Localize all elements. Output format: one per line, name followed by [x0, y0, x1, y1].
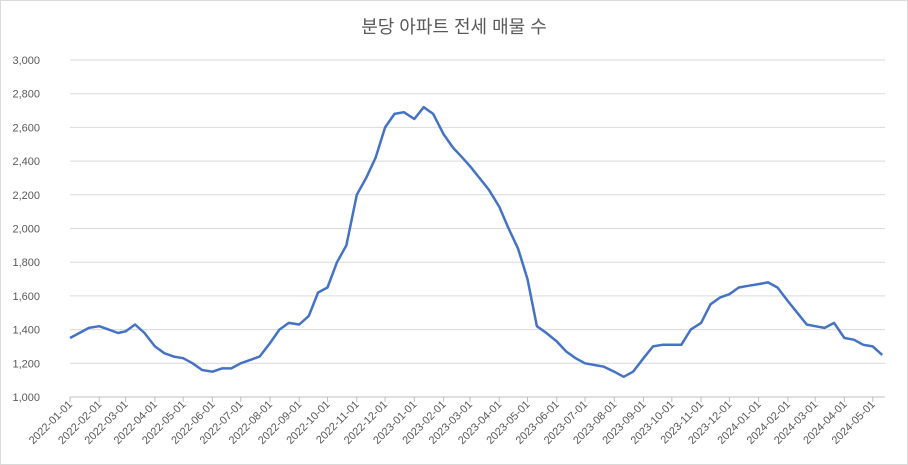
- y-tick-label: 2,600: [12, 122, 40, 134]
- y-tick-label: 1,800: [12, 257, 40, 269]
- y-tick-label: 1,200: [12, 358, 40, 370]
- y-tick-label: 1,000: [12, 392, 40, 404]
- y-tick-label: 3,000: [12, 55, 40, 67]
- y-tick-label: 2,400: [12, 156, 40, 168]
- y-tick-label: 2,000: [12, 224, 40, 236]
- y-tick-label: 1,400: [12, 325, 40, 337]
- y-tick-label: 2,800: [12, 89, 40, 101]
- y-tick-label: 1,600: [12, 291, 40, 303]
- data-line: [69, 105, 884, 379]
- y-tick-label: 2,200: [12, 190, 40, 202]
- chart-title: 분당 아파트 전세 매물 수: [361, 17, 547, 37]
